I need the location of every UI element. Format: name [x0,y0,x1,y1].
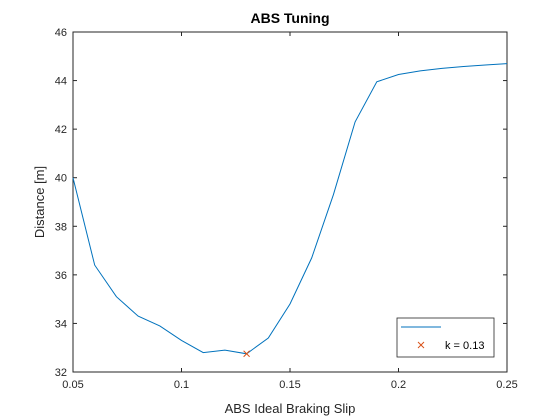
y-tick-label: 34 [55,318,67,330]
y-tick-label: 42 [55,124,67,136]
y-tick-label: 32 [55,367,67,379]
x-tick-label: 0.05 [62,379,83,391]
legend-marker-sample [417,341,425,349]
chart-title: ABS Tuning [250,10,329,26]
y-tick-label: 44 [55,76,67,88]
plot-area [72,31,508,373]
optimum-point-marker [243,350,250,358]
marker-stroke [417,341,425,349]
y-axis-label: Distance [m] [32,166,47,238]
legend-box [396,317,495,358]
legend: k = 0.13 [396,317,495,358]
x-tick-label: 0.2 [391,379,406,391]
y-tick-label: 38 [55,221,67,233]
y-tick-label: 46 [55,27,67,39]
x-axis: 0.05 0.1 0.15 0.2 0.25 [62,32,518,391]
x-axis-label: ABS Ideal Braking Slip [225,401,356,416]
series-line-distance [72,63,508,355]
x-tick-label: 0.1 [174,379,189,391]
x-tick-label: 0.25 [496,379,517,391]
plot-series [72,63,508,358]
y-tick-label: 36 [55,270,67,282]
marker-stroke [243,350,250,358]
y-tick-label: 40 [55,173,67,185]
y-axis: 32 34 36 38 40 42 44 46 [55,27,507,379]
x-tick-label: 0.15 [279,379,300,391]
legend-label-optimum: k = 0.13 [445,340,484,352]
